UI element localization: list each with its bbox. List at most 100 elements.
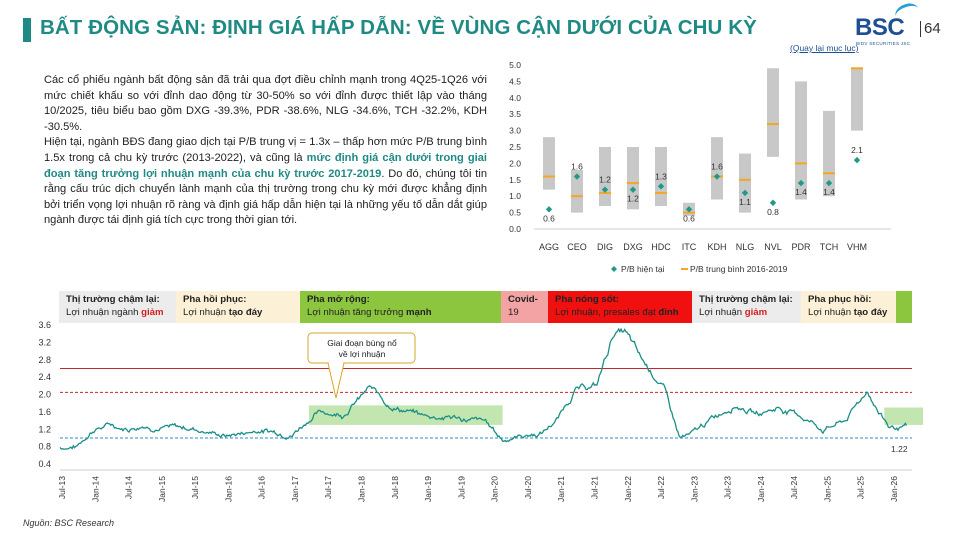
paragraph-1: Các cổ phiếu ngành bất động sản đã trải … bbox=[44, 74, 487, 133]
phase-title: Thị trường chậm lại: bbox=[699, 294, 793, 305]
bar-category-label: VHM bbox=[847, 242, 867, 252]
pb-current-label: 1.4 bbox=[823, 187, 835, 197]
bar-category-label: DXG bbox=[623, 242, 643, 252]
phase-desc: Lợi nhuận, presales đạt đỉnh bbox=[555, 307, 692, 320]
pb-current-label: 1.6 bbox=[711, 162, 723, 172]
pb-current-point bbox=[797, 179, 805, 187]
title-accent-bar bbox=[23, 18, 31, 42]
phase-title: Pha hồi phục: bbox=[183, 294, 247, 305]
source-note: Nguồn: BSC Research bbox=[23, 518, 115, 528]
phase-title: Pha nóng sốt: bbox=[555, 294, 619, 305]
phase-desc-emphasis: tạo đáy bbox=[228, 306, 263, 318]
pb-current-point bbox=[657, 183, 665, 190]
pb-current-point bbox=[545, 206, 553, 213]
pb-range-bar bbox=[739, 153, 751, 213]
pb-range-bar bbox=[851, 68, 863, 131]
phase-desc: Lợi nhuận giảm bbox=[699, 307, 801, 320]
phase-desc-text: Lợi nhuận, presales đạt bbox=[555, 306, 659, 318]
cycle-phase-strip: Thị trường chậm lại: Lợi nhuận ngành giảm… bbox=[59, 291, 912, 323]
phase-desc: Lợi nhuận tạo đáy bbox=[183, 307, 300, 320]
pb-current-point bbox=[685, 206, 693, 213]
bsc-logo: BSC bbox=[855, 14, 905, 41]
bar-category-label: NVL bbox=[764, 242, 782, 252]
pb-current-point bbox=[629, 186, 637, 193]
paragraph-2: Hiện tại, ngành BĐS đang giao dịch tại P… bbox=[44, 135, 487, 229]
phase-desc-emphasis: tạo đáy bbox=[853, 306, 888, 318]
pb-current-point bbox=[769, 199, 777, 206]
legend-avg-label: P/B trung bình 2016-2019 bbox=[690, 264, 788, 274]
pb-current-label: 2.1 bbox=[851, 145, 863, 155]
pb-range-bar bbox=[711, 137, 723, 200]
pb-range-bar bbox=[795, 81, 807, 200]
pb-current-point bbox=[713, 173, 721, 180]
pb-current-label: 1.2 bbox=[599, 175, 611, 185]
pb-current-label: 1.6 bbox=[571, 162, 583, 172]
phase-box: Pha mở rộng: Lợi nhuận tăng trưởng mạnh bbox=[300, 291, 501, 323]
pb-range-bar bbox=[823, 110, 835, 197]
bar-y-tick-label: 2.0 bbox=[509, 158, 521, 168]
pb-current-point bbox=[853, 156, 861, 164]
logo-subtitle: BIDV SECURITIES JSC bbox=[856, 41, 911, 46]
phase-title: Thị trường chậm lại: bbox=[66, 294, 160, 305]
pb-range-bar bbox=[767, 68, 779, 157]
phase-desc-text: Lợi nhuận bbox=[808, 306, 854, 318]
phase-desc-emphasis: đỉnh bbox=[658, 306, 679, 318]
phase-desc: 19 bbox=[508, 307, 548, 320]
pb-current-label: 0.6 bbox=[543, 213, 555, 223]
phase-desc-text: Lợi nhuận bbox=[699, 306, 745, 318]
bar-y-tick-label: 3.5 bbox=[509, 109, 521, 119]
phase-desc-emphasis: mạnh bbox=[406, 306, 432, 318]
pb-range-bar bbox=[599, 147, 611, 207]
pb-current-label: 1.4 bbox=[795, 187, 807, 197]
pb-range-bar bbox=[571, 169, 583, 213]
body-text: Các cổ phiếu ngành bất động sản đã trải … bbox=[44, 73, 487, 229]
page-number: 64 bbox=[920, 21, 941, 37]
bar-category-label: TCH bbox=[820, 242, 839, 252]
back-to-toc-link[interactable]: (Quay lại mục lục) bbox=[790, 43, 859, 53]
pb-range-bar bbox=[543, 137, 555, 190]
phase-box: Covid- 19 bbox=[501, 291, 548, 323]
bar-category-label: CEO bbox=[567, 242, 587, 252]
phase-box: Thị trường chậm lại: Lợi nhuận ngành giảm bbox=[59, 291, 176, 323]
bar-y-tick-label: 2.5 bbox=[509, 142, 521, 152]
paragraph-2-c: . Do đó, chúng tôi tin rằng cấu trúc dịc… bbox=[44, 167, 487, 227]
phase-box: Pha nóng sốt: Lợi nhuận, presales đạt đỉn… bbox=[548, 291, 692, 323]
bar-category-label: ITC bbox=[682, 242, 697, 252]
phase-desc: Lợi nhuận tăng trưởng mạnh bbox=[307, 307, 501, 320]
phase-desc-text: Lợi nhuận ngành bbox=[66, 306, 142, 318]
bar-y-tick-label: 5.0 bbox=[509, 60, 521, 70]
bar-y-tick-label: 0.0 bbox=[509, 224, 521, 234]
bar-category-label: HDC bbox=[651, 242, 671, 252]
pb-current-point bbox=[825, 179, 833, 187]
legend-current-icon bbox=[611, 266, 617, 272]
pb-range-bar bbox=[627, 147, 639, 210]
pb-current-label: 1.1 bbox=[739, 197, 751, 207]
pb-range-bar bbox=[655, 147, 667, 207]
bar-category-label: PDR bbox=[791, 242, 811, 252]
pb-current-label: 0.6 bbox=[683, 213, 695, 223]
legend-current-label: P/B hiện tại bbox=[621, 264, 665, 274]
phase-box: Pha phục hồi: Lợi nhuận tạo đáy bbox=[801, 291, 896, 323]
phase-desc-text: 19 bbox=[508, 306, 519, 318]
phase-box bbox=[896, 291, 912, 323]
bar-y-tick-label: 4.0 bbox=[509, 93, 521, 103]
phase-box: Thị trường chậm lại: Lợi nhuận giảm bbox=[692, 291, 801, 323]
phase-desc-emphasis: giảm bbox=[141, 306, 164, 318]
pb-current-label: 1.2 bbox=[627, 194, 639, 204]
pb-current-label: 0.8 bbox=[767, 207, 779, 217]
bar-y-tick-label: 4.5 bbox=[509, 76, 521, 86]
phase-desc-emphasis: giảm bbox=[744, 306, 768, 318]
phase-box: Pha hồi phục: Lợi nhuận tạo đáy bbox=[176, 291, 300, 323]
phase-title: Covid- bbox=[508, 294, 538, 305]
page-title: BẤT ĐỘNG SẢN: ĐỊNH GIÁ HẤP DẪN: VỀ VÙNG … bbox=[40, 16, 757, 39]
bar-y-tick-label: 0.5 bbox=[509, 208, 521, 218]
paragraph-2-highlight: mức định giá cận dưới trong giai đoạn tă… bbox=[44, 151, 487, 180]
bar-category-label: AGG bbox=[539, 242, 559, 252]
phase-desc: Lợi nhuận tạo đáy bbox=[808, 307, 896, 320]
paragraph-2-a: Hiện tại, ngành BĐS đang giao dịch tại P… bbox=[44, 136, 487, 164]
pb-current-point bbox=[601, 186, 609, 193]
bar-y-tick-label: 1.5 bbox=[509, 175, 521, 185]
bar-y-tick-label: 3.0 bbox=[509, 126, 521, 136]
pb-current-point bbox=[573, 173, 581, 180]
